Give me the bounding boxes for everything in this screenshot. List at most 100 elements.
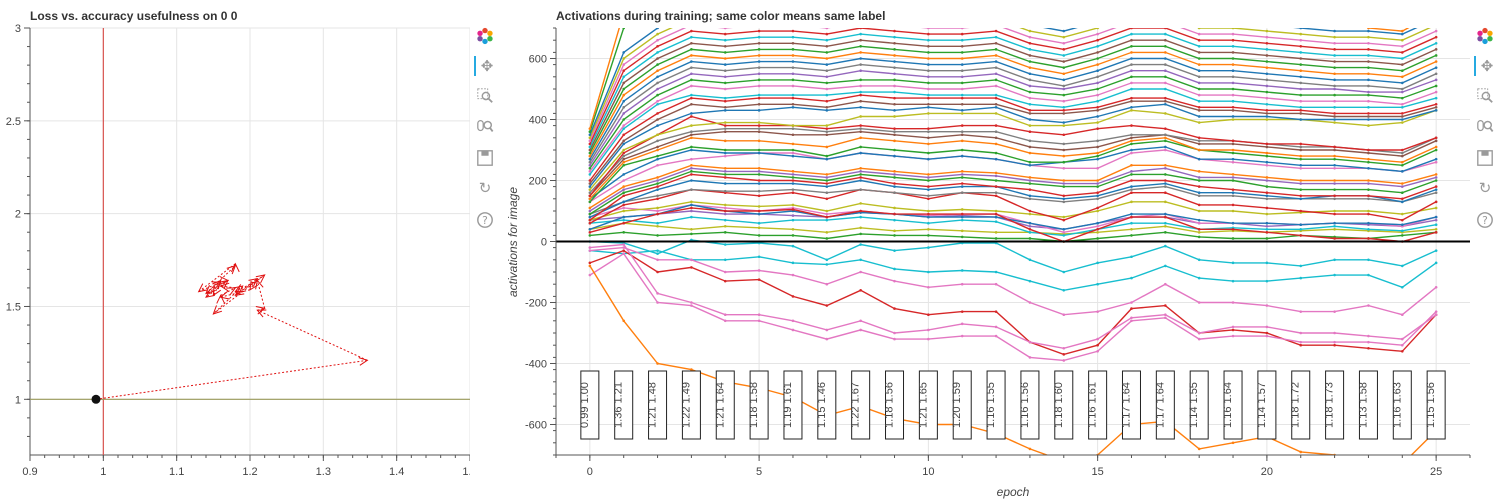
activation-point xyxy=(1130,215,1133,219)
pan-icon[interactable]: ✥ xyxy=(1474,56,1498,76)
activation-point xyxy=(825,176,829,179)
activation-point xyxy=(1367,93,1370,97)
activation-point xyxy=(893,176,896,179)
activation-point xyxy=(1400,115,1404,118)
activation-point xyxy=(757,173,761,176)
activation-point xyxy=(1367,212,1370,216)
activation-point xyxy=(1096,237,1099,240)
activation-point xyxy=(690,200,693,204)
activation-point xyxy=(1130,38,1133,42)
epoch-annotation-label: 1.17 1.64 xyxy=(1120,382,1132,428)
activation-point xyxy=(960,96,964,100)
activation-point xyxy=(960,176,964,179)
activation-point xyxy=(1367,194,1370,198)
activation-point xyxy=(588,249,592,252)
box-zoom-icon[interactable] xyxy=(1474,86,1496,106)
reset-icon[interactable]: ↻ xyxy=(478,179,492,197)
activation-point xyxy=(1096,228,1099,231)
activation-point xyxy=(1062,66,1066,69)
activation-point xyxy=(927,21,930,24)
activation-point xyxy=(1197,331,1201,335)
activation-point xyxy=(690,115,693,118)
activation-point xyxy=(757,124,761,127)
help-icon[interactable]: ? xyxy=(474,210,496,230)
activation-point xyxy=(724,15,727,18)
activation-point xyxy=(1096,209,1099,213)
wheel-zoom-icon[interactable] xyxy=(474,116,496,136)
activation-point xyxy=(1299,69,1303,72)
activation-point xyxy=(656,182,659,185)
wheel-zoom-icon[interactable] xyxy=(1474,116,1496,136)
activation-point xyxy=(656,63,659,66)
activation-point xyxy=(927,106,930,109)
activation-point xyxy=(1028,224,1032,228)
bokeh-logo-icon xyxy=(1474,26,1496,46)
activation-point xyxy=(1265,160,1269,164)
save-icon[interactable] xyxy=(1474,148,1496,168)
activation-point xyxy=(994,212,998,216)
activation-point xyxy=(1231,75,1235,79)
activation-point xyxy=(927,285,930,289)
activation-point xyxy=(825,106,829,109)
activation-series-line xyxy=(589,69,1437,166)
epoch-annotation-label: 1.15 1.46 xyxy=(816,382,828,428)
activation-point xyxy=(1164,231,1167,234)
activation-point xyxy=(927,102,930,106)
activation-point xyxy=(1333,145,1336,149)
activation-point xyxy=(893,41,896,45)
activation-point xyxy=(1130,69,1133,72)
activation-point xyxy=(723,106,727,109)
help-icon[interactable]: ? xyxy=(1474,210,1496,230)
activation-point xyxy=(825,69,829,72)
activation-point xyxy=(825,179,829,182)
activation-point xyxy=(927,221,930,225)
activation-point xyxy=(656,301,659,304)
epoch-annotation: 1.21 1.65 xyxy=(917,370,938,440)
activation-point xyxy=(656,38,659,42)
pan-icon[interactable]: ✥ xyxy=(474,56,498,76)
activation-point xyxy=(960,282,964,286)
epoch-annotation: 1.21 1.48 xyxy=(647,370,668,440)
activation-point xyxy=(1367,148,1370,152)
activation-point xyxy=(1062,289,1066,292)
activation-series-line xyxy=(589,249,1437,356)
activation-point xyxy=(656,188,659,191)
activation-point xyxy=(994,270,998,274)
activation-point xyxy=(1265,221,1269,225)
left-plot-area[interactable]: 0.9 1 1.1 1.2 1.3 1.4 1.5 1 1.5 2 2.5 3 xyxy=(6,23,470,478)
activation-point xyxy=(960,269,964,272)
activation-point xyxy=(1197,28,1201,30)
activation-point xyxy=(791,106,795,109)
activation-point xyxy=(1265,237,1269,240)
activation-point xyxy=(791,208,795,211)
activation-point xyxy=(825,127,829,130)
activation-point xyxy=(1333,115,1336,118)
activation-point xyxy=(690,228,693,231)
activation-point xyxy=(1231,69,1235,72)
save-icon[interactable] xyxy=(474,148,496,168)
activation-point xyxy=(622,209,626,213)
reset-icon[interactable]: ↻ xyxy=(1478,179,1492,197)
activation-point xyxy=(859,211,862,214)
trajectory-segment xyxy=(257,307,265,311)
activation-point xyxy=(960,109,964,112)
activation-point xyxy=(622,200,626,204)
activation-point xyxy=(960,38,964,42)
activation-point xyxy=(927,215,930,219)
right-plot-area[interactable]: 0.99 1.00 1.36 1.21 1.21 1.48 1.22 1.49 1.21… xyxy=(525,0,1471,478)
activation-point xyxy=(588,194,592,198)
activation-point xyxy=(927,423,930,426)
epoch-annotation-box xyxy=(1358,370,1378,440)
activation-point xyxy=(1164,32,1167,36)
activation-point xyxy=(656,234,659,237)
activation-point xyxy=(1265,334,1269,338)
activation-point xyxy=(1434,313,1438,317)
activation-point xyxy=(825,237,829,240)
activation-point xyxy=(1400,197,1404,201)
activation-point xyxy=(1062,197,1066,201)
box-zoom-icon[interactable] xyxy=(474,86,496,106)
activation-point xyxy=(1333,331,1336,335)
activation-point xyxy=(1062,72,1066,76)
activation-point xyxy=(656,209,659,213)
activation-point xyxy=(859,106,862,109)
